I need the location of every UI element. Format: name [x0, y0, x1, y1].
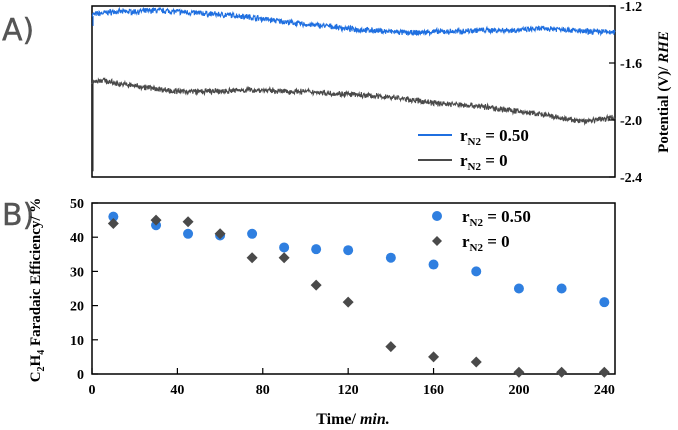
data-point-series-1: [182, 216, 194, 228]
data-point-series-1: [342, 296, 354, 308]
panel-a-y-tick-label: -1.2: [620, 0, 642, 15]
data-point-series-1: [107, 218, 119, 230]
data-point-series-1: [214, 228, 226, 240]
data-point-series-0: [183, 228, 194, 239]
data-point-series-0: [108, 211, 119, 222]
panel-a-y-ticks: -1.2 -1.6 -2.0 -2.4: [609, 0, 642, 186]
panel-a-y-axis-title-plain: Potential (V)/: [656, 63, 672, 153]
data-point-series-1: [598, 366, 610, 378]
panel-b-x-tick-label: 240: [594, 383, 615, 398]
data-point-series-0: [343, 245, 354, 256]
data-point-series-1: [428, 351, 440, 363]
data-point-series-1: [385, 341, 397, 353]
panel-a-series-line-1: [91, 77, 616, 126]
data-point-series-0: [385, 252, 396, 263]
panel-b-y-tick-label: 0: [77, 368, 84, 383]
panel-b-y-tick-label: 30: [70, 265, 84, 280]
panel-b-y-tick-label: 40: [70, 231, 84, 246]
panel-b-y-axis-title: C2H4 Faradaic Efficiency/ %: [28, 198, 47, 383]
data-point-series-0: [279, 242, 290, 253]
panel-b-label: B): [2, 198, 34, 233]
legend-b-label-0: rN2 = 0.50: [462, 207, 531, 229]
legend-b-marker-0: [432, 211, 442, 221]
data-point-series-1: [310, 279, 322, 291]
panel-a-y-tick-label: -1.6: [620, 57, 642, 72]
data-point-series-0: [428, 259, 439, 270]
panel-b-x-tick-label: 200: [508, 383, 529, 398]
panel-b-x-tick-label: 40: [170, 383, 184, 398]
panel-b-x-tick-label: 160: [423, 383, 444, 398]
data-point-series-1: [278, 252, 290, 264]
panel-a-legend: rN2 = 0.50 rN2 = 0: [418, 126, 529, 173]
panel-b-y-tick-label: 10: [70, 334, 84, 349]
panel-b-y-tick-label: 50: [70, 197, 84, 212]
data-point-series-1: [470, 356, 482, 368]
panel-a-series: [91, 6, 616, 172]
legend-a-label-0: rN2 = 0.50: [460, 126, 529, 148]
data-point-series-1: [246, 252, 258, 264]
data-point-series-1: [513, 366, 525, 378]
panel-a-y-tick-label: -2.4: [620, 171, 642, 186]
panel-b-chart: B) 0 40 80 120 160 200 240 0 10 20 30 40 50 C2H4 Far…: [2, 197, 616, 428]
panel-b-x-tick-label: 120: [338, 383, 359, 398]
panel-b-frame: [91, 202, 616, 375]
panel-a-y-axis-title-italic: RHE: [656, 31, 672, 64]
panel-a-y-tick-label: -2.0: [620, 114, 642, 129]
data-point-series-0: [247, 228, 258, 239]
data-point-series-1: [150, 214, 162, 226]
panel-a-label: A): [2, 13, 34, 48]
panel-b-x-tick-label: 0: [89, 383, 96, 398]
panel-b-points: [107, 211, 610, 378]
data-point-series-0: [311, 244, 322, 255]
panel-b-ticks: 0 40 80 120 160 200 240 0 10 20 30 40 50: [70, 197, 615, 398]
panel-b-x-axis-title: Time/ min.: [316, 411, 390, 428]
panel-b-x-axis-title-italic: min.: [360, 411, 390, 428]
panel-a-y-axis-title: Potential (V)/ RHE: [656, 31, 672, 153]
legend-b-marker-1: [432, 236, 442, 246]
data-point-series-0: [513, 283, 524, 294]
panel-b-y-tick-label: 20: [70, 300, 84, 315]
panel-b-x-axis-title-plain: Time/: [316, 411, 360, 428]
data-point-series-0: [471, 266, 482, 277]
panel-b-x-tick-label: 80: [256, 383, 270, 398]
panel-a-series-line-0: [91, 6, 616, 37]
data-point-series-1: [556, 366, 568, 378]
panel-a-frame: [91, 5, 616, 178]
legend-b-label-1: rN2 = 0: [462, 232, 510, 254]
data-point-series-0: [556, 283, 567, 294]
legend-a-label-1: rN2 = 0: [460, 151, 508, 173]
panel-a-chart: A) -1.2 -1.6 -2.0 -2.4 Potential (V)/ RHE r…: [2, 0, 672, 186]
panel-b-legend: rN2 = 0.50 rN2 = 0: [432, 207, 531, 254]
data-point-series-0: [599, 297, 610, 308]
